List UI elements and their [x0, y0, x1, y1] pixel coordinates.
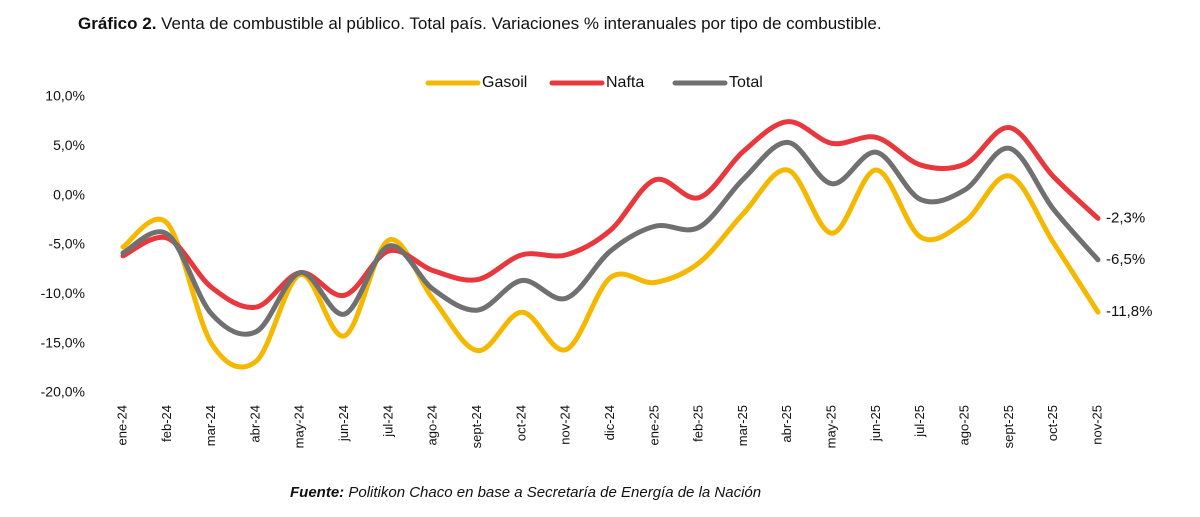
- x-tick-label: may-25: [824, 405, 839, 448]
- legend-label: Gasoil: [482, 74, 527, 91]
- x-tick-label: nov-25: [1089, 405, 1104, 445]
- title-label: Gráfico 2.: [78, 14, 156, 33]
- x-tick-label: ago-25: [956, 405, 971, 445]
- x-tick-label: oct-25: [1045, 405, 1060, 441]
- source-label: Fuente:: [290, 484, 344, 501]
- source-text: Politikon Chaco en base a Secretaría de …: [348, 484, 761, 501]
- x-tick-label: ene-25: [646, 405, 661, 445]
- x-tick-label: jun-24: [336, 405, 351, 442]
- x-tick-label: sept-25: [1001, 405, 1016, 448]
- series-line: [120, 119, 1101, 310]
- value-label: -11,8%: [1106, 303, 1152, 320]
- y-tick-label: 10,0%: [45, 88, 85, 104]
- x-tick-label: jul-24: [380, 405, 395, 438]
- y-tick-label: 5,0%: [53, 137, 85, 153]
- x-tick-label: nov-24: [558, 405, 573, 445]
- series-line: [120, 167, 1101, 370]
- y-tick-label: 0,0%: [53, 186, 85, 202]
- x-tick-label: feb-24: [159, 405, 174, 442]
- x-tick-label: jul-25: [912, 405, 927, 438]
- y-tick-label: -20,0%: [41, 384, 85, 400]
- x-tick-label: sept-24: [469, 405, 484, 448]
- y-tick-label: -15,0%: [41, 334, 85, 350]
- legend-label: Total: [729, 74, 763, 91]
- x-tick-label: mar-24: [203, 405, 218, 446]
- series-line: [120, 139, 1101, 337]
- x-tick-label: mar-25: [735, 405, 750, 446]
- x-tick-label: abr-25: [779, 405, 794, 443]
- source: Fuente: Politikon Chaco en base a Secret…: [290, 484, 761, 501]
- x-tick-label: jun-25: [868, 405, 883, 442]
- x-tick-label: ago-24: [425, 405, 440, 445]
- value-label: -2,3%: [1106, 209, 1145, 226]
- x-tick-label: ene-24: [114, 405, 129, 445]
- x-tick-label: dic-24: [602, 405, 617, 440]
- title-text: Venta de combustible al público. Total p…: [161, 14, 881, 33]
- x-tick-label: abr-24: [247, 405, 262, 443]
- value-label: -6,5%: [1106, 251, 1145, 268]
- x-tick-label: oct-24: [513, 405, 528, 441]
- y-tick-label: -10,0%: [41, 285, 85, 301]
- chart-title: Gráfico 2. Venta de combustible al públi…: [78, 14, 882, 33]
- x-tick-label: feb-25: [691, 405, 706, 442]
- x-tick-label: may-24: [292, 405, 307, 448]
- legend-label: Nafta: [606, 74, 644, 91]
- y-tick-label: -5,0%: [48, 236, 85, 252]
